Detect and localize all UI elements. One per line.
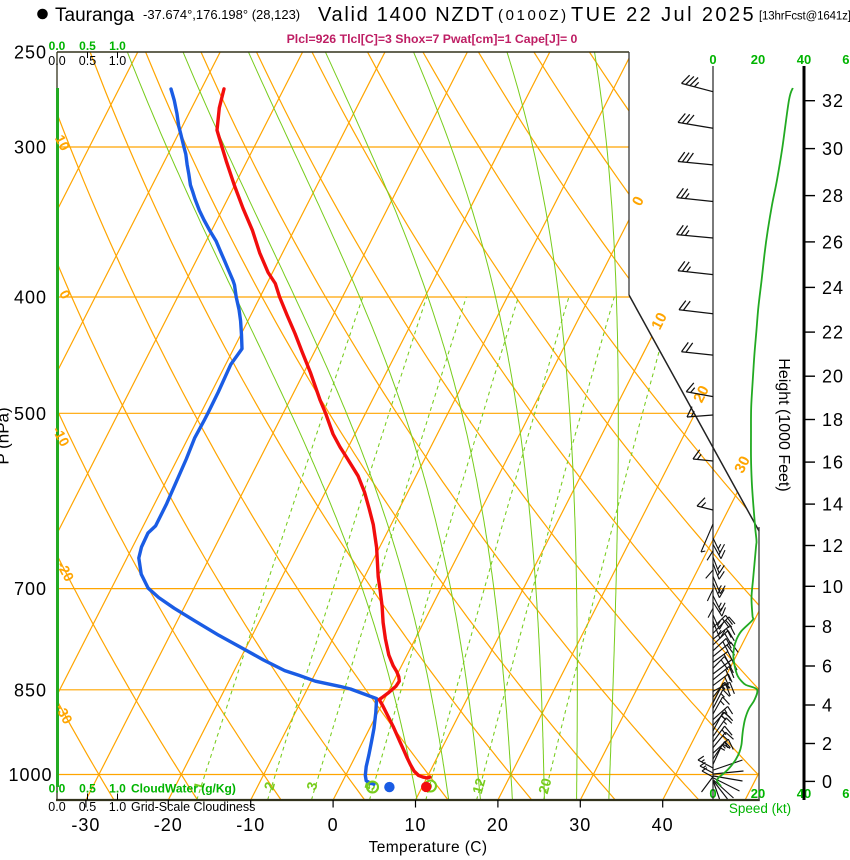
svg-text:20: 20 bbox=[751, 786, 765, 801]
svg-text:1: 1 bbox=[190, 780, 208, 792]
svg-text:5: 5 bbox=[361, 780, 379, 792]
svg-text:16: 16 bbox=[822, 453, 844, 473]
svg-text:20: 20 bbox=[535, 776, 555, 795]
svg-text:0: 0 bbox=[822, 772, 833, 792]
svg-text:-10: -10 bbox=[236, 815, 265, 835]
svg-text:1000: 1000 bbox=[8, 765, 52, 785]
svg-text:-37.674°,176.198° (28,123): -37.674°,176.198° (28,123) bbox=[143, 7, 300, 22]
svg-text:-20: -20 bbox=[154, 815, 183, 835]
svg-text:700: 700 bbox=[14, 579, 47, 599]
svg-text:30: 30 bbox=[569, 815, 591, 835]
svg-text:CloudWater (g/Kg): CloudWater (g/Kg) bbox=[131, 782, 236, 796]
svg-text:1.0: 1.0 bbox=[109, 800, 126, 814]
svg-text:12: 12 bbox=[469, 776, 489, 795]
svg-text:1.0: 1.0 bbox=[109, 54, 126, 68]
svg-text:250: 250 bbox=[14, 43, 47, 63]
svg-text:20: 20 bbox=[487, 815, 509, 835]
svg-text:24: 24 bbox=[822, 278, 844, 298]
svg-text:(0100Z): (0100Z) bbox=[498, 7, 569, 24]
svg-text:[13hrFcst@1641z]: [13hrFcst@1641z] bbox=[759, 11, 850, 23]
svg-text:10: 10 bbox=[404, 815, 426, 835]
svg-text:14: 14 bbox=[822, 495, 844, 515]
svg-text:300: 300 bbox=[14, 138, 47, 158]
svg-text:0.0: 0.0 bbox=[48, 800, 65, 814]
svg-text:10: 10 bbox=[52, 132, 74, 153]
svg-text:0: 0 bbox=[328, 815, 339, 835]
svg-text:Tauranga: Tauranga bbox=[55, 5, 135, 26]
svg-text:Height (1000 Feet): Height (1000 Feet) bbox=[775, 358, 792, 491]
svg-text:2: 2 bbox=[822, 734, 833, 754]
svg-text:1.0: 1.0 bbox=[109, 782, 126, 796]
svg-text:60: 60 bbox=[842, 52, 850, 67]
svg-text:10: 10 bbox=[822, 577, 844, 597]
svg-text:0: 0 bbox=[709, 52, 716, 67]
svg-text:0.0: 0.0 bbox=[49, 782, 66, 796]
svg-text:1.0: 1.0 bbox=[109, 39, 126, 53]
svg-text:850: 850 bbox=[14, 680, 47, 700]
svg-text:P (hPa): P (hPa) bbox=[0, 407, 13, 464]
svg-text:Valid 1400 NZDT: Valid 1400 NZDT bbox=[318, 4, 495, 26]
svg-text:0.5: 0.5 bbox=[79, 39, 96, 53]
svg-text:0.0: 0.0 bbox=[49, 39, 66, 53]
svg-text:Speed (kt): Speed (kt) bbox=[729, 801, 791, 816]
svg-text:28: 28 bbox=[822, 186, 844, 206]
svg-text:0.5: 0.5 bbox=[79, 54, 96, 68]
svg-text:4: 4 bbox=[822, 696, 833, 716]
svg-text:26: 26 bbox=[822, 232, 844, 252]
svg-text:30: 30 bbox=[731, 453, 754, 476]
svg-text:0.0: 0.0 bbox=[48, 54, 65, 68]
svg-text:60: 60 bbox=[842, 786, 850, 801]
svg-text:6: 6 bbox=[822, 656, 833, 676]
svg-text:40: 40 bbox=[652, 815, 674, 835]
svg-text:8: 8 bbox=[822, 617, 833, 637]
svg-text:0.5: 0.5 bbox=[79, 800, 96, 814]
svg-text:18: 18 bbox=[822, 410, 844, 430]
svg-text:2: 2 bbox=[261, 780, 279, 792]
svg-text:20: 20 bbox=[822, 367, 844, 387]
svg-text:40: 40 bbox=[797, 52, 811, 67]
svg-text:12: 12 bbox=[822, 536, 844, 556]
svg-text:500: 500 bbox=[14, 404, 47, 424]
svg-text:Temperature (C): Temperature (C) bbox=[369, 839, 488, 856]
svg-text:30: 30 bbox=[822, 139, 844, 159]
svg-text:Grid-Scale Cloudiness: Grid-Scale Cloudiness bbox=[131, 800, 255, 814]
svg-text:20: 20 bbox=[751, 52, 765, 67]
svg-text:-30: -30 bbox=[71, 815, 100, 835]
svg-text:Plcl=926 Tlcl[C]=3 Shox=7 Pwat: Plcl=926 Tlcl[C]=3 Shox=7 Pwat[cm]=1 Cap… bbox=[287, 32, 578, 46]
svg-text:TUE 22 Jul 2025: TUE 22 Jul 2025 bbox=[571, 4, 756, 26]
svg-text:10: 10 bbox=[648, 310, 671, 333]
svg-text:3: 3 bbox=[303, 780, 321, 792]
svg-text:400: 400 bbox=[14, 287, 47, 307]
svg-text:32: 32 bbox=[822, 91, 844, 111]
svg-text:0.5: 0.5 bbox=[79, 782, 96, 796]
svg-text:22: 22 bbox=[822, 323, 844, 343]
